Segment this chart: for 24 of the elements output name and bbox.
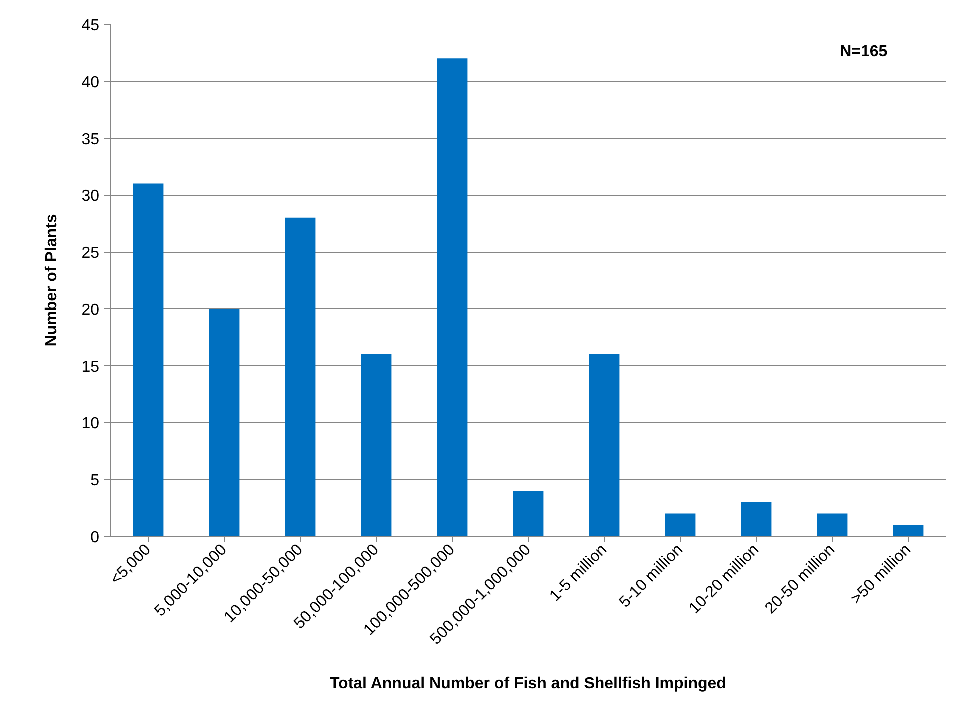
y-tick-label: 15 bbox=[82, 358, 100, 376]
y-tick-label: 35 bbox=[82, 131, 100, 148]
y-tick-label: 5 bbox=[90, 472, 100, 490]
y-tick-label: 25 bbox=[82, 245, 100, 262]
bar bbox=[285, 218, 316, 536]
y-tick-label: 40 bbox=[82, 74, 100, 92]
bar bbox=[361, 354, 392, 536]
bar bbox=[741, 502, 772, 536]
y-tick-label: 45 bbox=[82, 18, 100, 34]
bar bbox=[133, 184, 164, 536]
annotation: N=165 bbox=[840, 43, 888, 60]
bar bbox=[589, 354, 620, 536]
bar bbox=[437, 58, 468, 536]
y-tick-label: 20 bbox=[82, 302, 100, 319]
y-axis-title: Number of Plants bbox=[44, 214, 61, 347]
y-tick-label: 30 bbox=[82, 188, 100, 206]
bar bbox=[893, 525, 924, 536]
y-tick-label: 0 bbox=[90, 530, 100, 546]
y-tick-label: 10 bbox=[82, 416, 100, 433]
bar bbox=[209, 308, 240, 536]
bar bbox=[665, 514, 696, 536]
x-axis-title: Total Annual Number of Fish and Shellfish Impinged bbox=[330, 675, 726, 692]
bar bbox=[513, 490, 544, 536]
bar bbox=[817, 514, 848, 536]
